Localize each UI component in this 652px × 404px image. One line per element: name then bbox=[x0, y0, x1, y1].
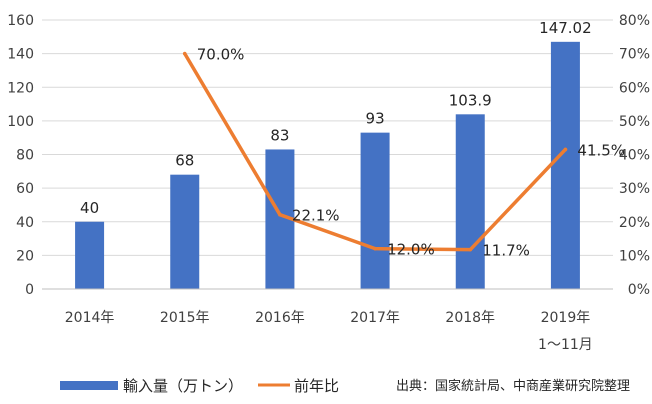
line-series bbox=[182, 51, 568, 252]
legend-bar-label: 輸入量（万トン） bbox=[123, 377, 243, 395]
category-label: 2016年 bbox=[255, 310, 305, 326]
category-label: 2015年 bbox=[160, 310, 210, 326]
category-label: 2014年 bbox=[65, 310, 115, 326]
left-tick-label: 100 bbox=[7, 114, 34, 130]
bar-data-label: 40 bbox=[80, 199, 99, 217]
legend-line-label: 前年比 bbox=[294, 377, 339, 395]
right-tick-label: 20% bbox=[619, 215, 650, 231]
gridlines bbox=[42, 19, 613, 256]
bar-data-label: 83 bbox=[270, 126, 289, 144]
line-point bbox=[373, 246, 377, 251]
legend: 輸入量（万トン） 前年比 bbox=[60, 377, 339, 395]
left-tick-label: 140 bbox=[7, 47, 34, 63]
category-label: 2017年 bbox=[350, 310, 400, 326]
bar-data-label: 93 bbox=[366, 110, 385, 128]
bar-data-label: 103.9 bbox=[449, 91, 492, 109]
right-tick-label: 10% bbox=[619, 248, 650, 264]
left-tick-label: 80 bbox=[16, 148, 34, 164]
right-tick-label: 80% bbox=[619, 13, 650, 29]
bar bbox=[455, 114, 485, 290]
category-label: 2018年 bbox=[445, 310, 495, 326]
left-tick-label: 0 bbox=[25, 282, 34, 298]
right-tick-label: 60% bbox=[619, 80, 650, 96]
line-data-label: 12.0% bbox=[387, 241, 435, 259]
bar-data-label: 147.02 bbox=[539, 19, 592, 37]
left-tick-label: 120 bbox=[7, 80, 34, 96]
line-point bbox=[182, 51, 187, 56]
line-labels: 70.0% 22.1% 12.0% 11.7% 41.5% bbox=[197, 46, 625, 260]
line-point bbox=[563, 147, 568, 152]
left-tick-label: 160 bbox=[7, 13, 34, 29]
source-note: 出典：国家統計局、中商産業研究院整理 bbox=[396, 378, 630, 394]
line-data-label: 41.5% bbox=[577, 141, 625, 159]
bar-series bbox=[75, 41, 580, 290]
left-axis: 0 20 40 60 80 100 120 140 160 bbox=[7, 13, 34, 298]
bar bbox=[75, 221, 105, 289]
x-axis: 2014年 2015年 2016年 2017年 2018年 2019年 1〜11月 bbox=[42, 288, 613, 353]
left-tick-label: 40 bbox=[16, 215, 34, 231]
right-tick-label: 30% bbox=[619, 181, 650, 197]
line-data-label: 70.0% bbox=[197, 46, 245, 64]
right-tick-label: 0% bbox=[628, 282, 650, 298]
bar bbox=[170, 174, 200, 289]
line-point bbox=[468, 247, 473, 252]
right-tick-label: 40% bbox=[619, 148, 650, 164]
left-tick-label: 20 bbox=[16, 248, 34, 264]
right-axis: 0% 10% 20% 30% 40% 50% 60% 70% 80% bbox=[619, 13, 650, 298]
right-tick-label: 70% bbox=[619, 47, 650, 63]
right-tick-label: 50% bbox=[619, 114, 650, 130]
category-label: 2019年 bbox=[541, 310, 591, 326]
bar bbox=[360, 132, 390, 289]
line-data-label: 11.7% bbox=[482, 242, 530, 260]
legend-bar-swatch bbox=[60, 381, 118, 390]
left-tick-label: 60 bbox=[16, 181, 34, 197]
line-point bbox=[278, 212, 282, 217]
category-sublabel: 1〜11月 bbox=[538, 337, 593, 353]
bar-data-label: 68 bbox=[175, 152, 194, 170]
line-data-label: 22.1% bbox=[292, 207, 340, 225]
bar-labels: 40 68 83 93 103.9 147.02 bbox=[80, 19, 592, 217]
bar bbox=[550, 41, 580, 289]
